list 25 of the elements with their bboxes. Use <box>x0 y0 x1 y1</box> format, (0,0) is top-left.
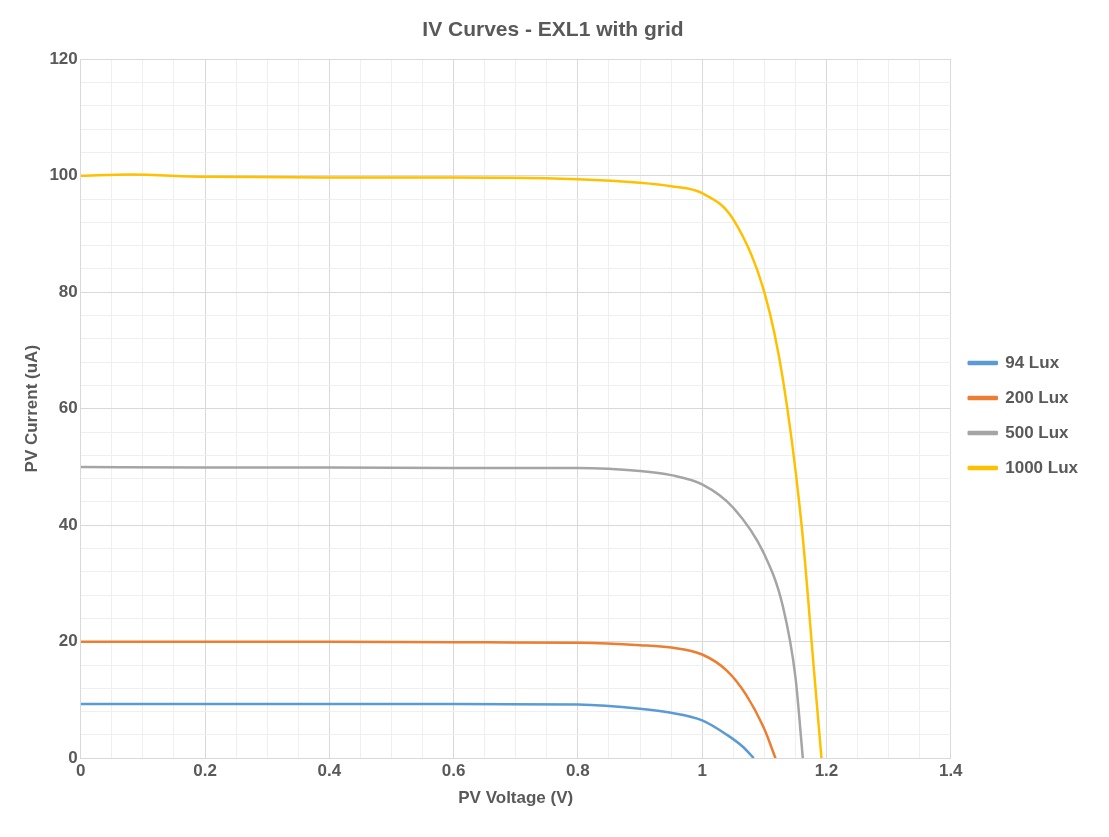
y-tick-label: 120 <box>49 48 78 68</box>
y-axis-title: PV Current (uA) <box>21 344 41 473</box>
x-tick-label: 0.4 <box>317 761 342 781</box>
y-tick-label: 80 <box>58 281 78 301</box>
x-tick-label: 0.2 <box>193 761 217 781</box>
y-tick-label: 20 <box>58 631 78 651</box>
line-series <box>80 640 777 759</box>
legend-label: 200 Lux <box>1005 387 1070 407</box>
y-tick-label: 0 <box>68 747 78 767</box>
y-tick-label: 60 <box>58 398 78 418</box>
legend-label: 1000 Lux <box>1005 457 1079 477</box>
line-series <box>80 173 823 759</box>
line-series <box>80 702 755 759</box>
y-tick-label: 100 <box>49 165 78 185</box>
legend-label: 94 Lux <box>1005 352 1060 372</box>
x-tick-label: 1 <box>697 761 707 781</box>
x-tick-label: 0.8 <box>566 761 590 781</box>
chart-title: IV Curves - EXL1 with grid <box>422 17 684 41</box>
x-tick-label: 0.6 <box>441 761 466 781</box>
line-series <box>80 465 805 759</box>
legend-label: 500 Lux <box>1005 422 1070 442</box>
x-tick-label: 1.2 <box>814 761 839 781</box>
x-tick-label: 1.4 <box>938 761 964 781</box>
y-tick-label: 40 <box>58 514 78 534</box>
x-axis-title: PV Voltage (V) <box>458 788 574 808</box>
